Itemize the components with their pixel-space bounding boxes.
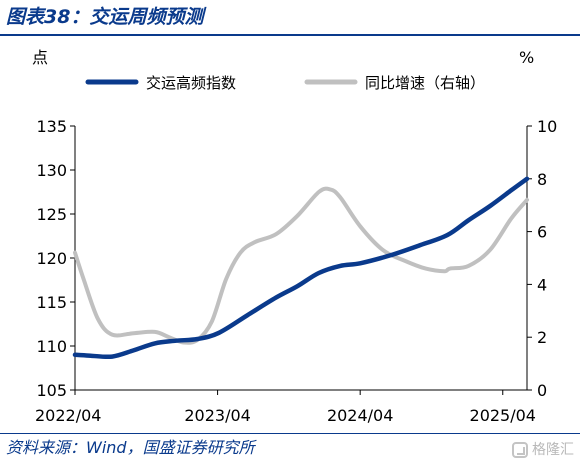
series-layer bbox=[72, 176, 530, 360]
left-tick-label: 110 bbox=[36, 337, 67, 356]
right-tick-label: 10 bbox=[537, 117, 557, 136]
left-axis-unit: 点 bbox=[32, 48, 48, 67]
right-tick-label: 8 bbox=[537, 170, 547, 189]
x-tick-label: 2022/04 bbox=[35, 406, 101, 425]
left-tick-label: 130 bbox=[36, 161, 67, 180]
x-tick-label: 2025/04 bbox=[470, 406, 536, 425]
left-tick-label: 135 bbox=[36, 117, 67, 136]
left-tick-label: 115 bbox=[36, 293, 67, 312]
source-rule bbox=[0, 433, 580, 434]
legend: 交运高频指数 同比增速（右轴） bbox=[85, 74, 485, 92]
left-tick-label: 120 bbox=[36, 249, 67, 268]
watermark-logo-icon bbox=[512, 442, 528, 458]
series-line-index bbox=[72, 176, 530, 360]
left-tick-label: 105 bbox=[36, 381, 67, 400]
legend-label: 交运高频指数 bbox=[146, 74, 236, 92]
right-axis-unit: % bbox=[519, 48, 534, 67]
right-tick-label: 0 bbox=[537, 381, 547, 400]
axes: 105 110 115 120 125 130 135 0 2 4 6 8 10 2022/04 2023/… bbox=[35, 117, 557, 425]
source-note: 资料来源：Wind，国盛证券研究所 bbox=[6, 438, 255, 457]
legend-label: 同比增速（右轴） bbox=[365, 74, 485, 92]
left-tick-label: 125 bbox=[36, 205, 67, 224]
right-tick-label: 2 bbox=[537, 328, 547, 347]
line-chart: 点 % 交运高频指数 同比增速（右轴） 105 110 115 120 125 130 135… bbox=[32, 48, 557, 425]
x-tick-label: 2024/04 bbox=[327, 406, 393, 425]
series-line-yoy-growth bbox=[73, 186, 529, 345]
x-tick-label: 2023/04 bbox=[184, 406, 250, 425]
right-tick-label: 6 bbox=[537, 223, 547, 242]
right-tick-label: 4 bbox=[537, 275, 547, 294]
figure-title: 图表38：交运周频预测 bbox=[6, 6, 204, 28]
watermark-text: 格隆汇 bbox=[532, 442, 574, 458]
title-rule bbox=[0, 34, 580, 36]
watermark: 格隆汇 bbox=[512, 440, 574, 460]
